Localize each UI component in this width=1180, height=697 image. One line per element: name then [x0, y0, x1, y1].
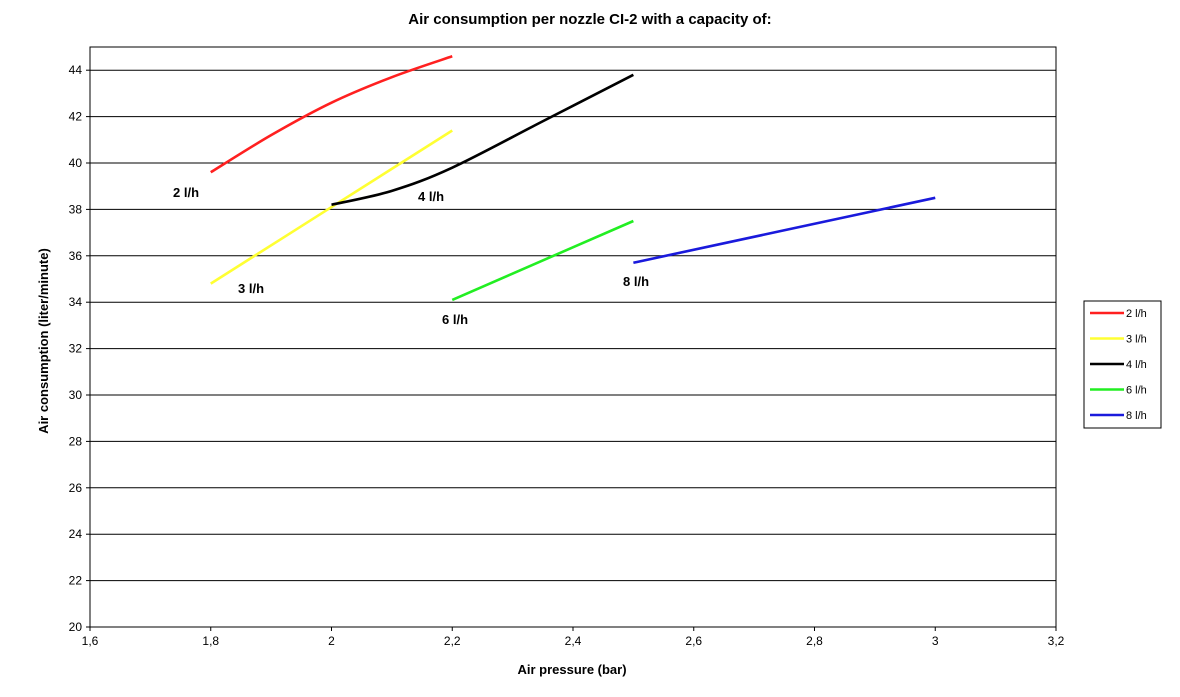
legend-label-5: 8 l/h [1126, 410, 1147, 422]
grid-lines [86, 69, 1057, 631]
x-tick-label: 2,2 [444, 634, 461, 648]
y-tick-label: 28 [69, 434, 83, 448]
y-tick-labels: 20 22 24 26 28 30 32 34 36 38 40 42 44 [69, 63, 83, 634]
legend-label-2: 3 l/h [1126, 334, 1147, 346]
chart-title: Air consumption per nozzle CI-2 with a c… [408, 11, 771, 28]
y-tick-label: 36 [69, 249, 83, 263]
y-tick-label: 26 [69, 481, 83, 495]
legend-items: 2 l/h 3 l/h 4 l/h 6 l/h 8 l/h [1090, 308, 1147, 422]
series-labels: 2 l/h 3 l/h 4 l/h 6 l/h 8 l/h [173, 185, 649, 327]
y-tick-label: 20 [69, 620, 83, 634]
y-tick-label: 22 [69, 574, 83, 588]
y-tick-label: 30 [69, 388, 83, 402]
y-tick-label: 34 [69, 295, 83, 309]
y-tick-label: 24 [69, 527, 83, 541]
series-line-2 [210, 129, 453, 285]
x-tick-label: 3,2 [1048, 634, 1065, 648]
y-axis-label: Air consumption (liter/minute) [36, 248, 51, 434]
series-line-5 [633, 196, 936, 265]
x-tick-label: 2,6 [685, 634, 702, 648]
x-tick-labels: 1,6 1,8 2 2,2 2,4 2,6 2,8 3 3,2 [82, 634, 1065, 648]
y-tick-label: 32 [69, 342, 83, 356]
series-label-4: 6 l/h [442, 312, 468, 327]
x-tick-label: 2,4 [565, 634, 582, 648]
series-label-3: 4 l/h [418, 189, 444, 204]
legend-label-4: 6 l/h [1126, 385, 1147, 397]
series-line-3 [331, 73, 634, 207]
series-label-2: 3 l/h [238, 281, 264, 296]
x-axis-label: Air pressure (bar) [517, 662, 626, 677]
x-tick-label: 2,8 [806, 634, 823, 648]
x-tick-label: 2 [328, 634, 335, 648]
x-tick-label: 1,8 [202, 634, 219, 648]
y-tick-label: 38 [69, 202, 83, 216]
series-line-1 [210, 55, 453, 174]
series-line-4 [451, 219, 634, 302]
y-tick-label: 40 [69, 156, 83, 170]
series-label-1: 2 l/h [173, 185, 199, 200]
legend-label-3: 4 l/h [1126, 359, 1147, 371]
plot-area-frame [89, 46, 1057, 628]
x-tick-label: 1,6 [82, 634, 99, 648]
legend: 2 l/h 3 l/h 4 l/h 6 l/h 8 l/h [1083, 300, 1162, 429]
x-tick-label: 3 [932, 634, 939, 648]
legend-label-1: 2 l/h [1126, 308, 1147, 320]
series-label-5: 8 l/h [623, 274, 649, 289]
y-tick-label: 42 [69, 110, 83, 124]
y-tick-label: 44 [69, 63, 83, 77]
series-lines [210, 55, 936, 302]
